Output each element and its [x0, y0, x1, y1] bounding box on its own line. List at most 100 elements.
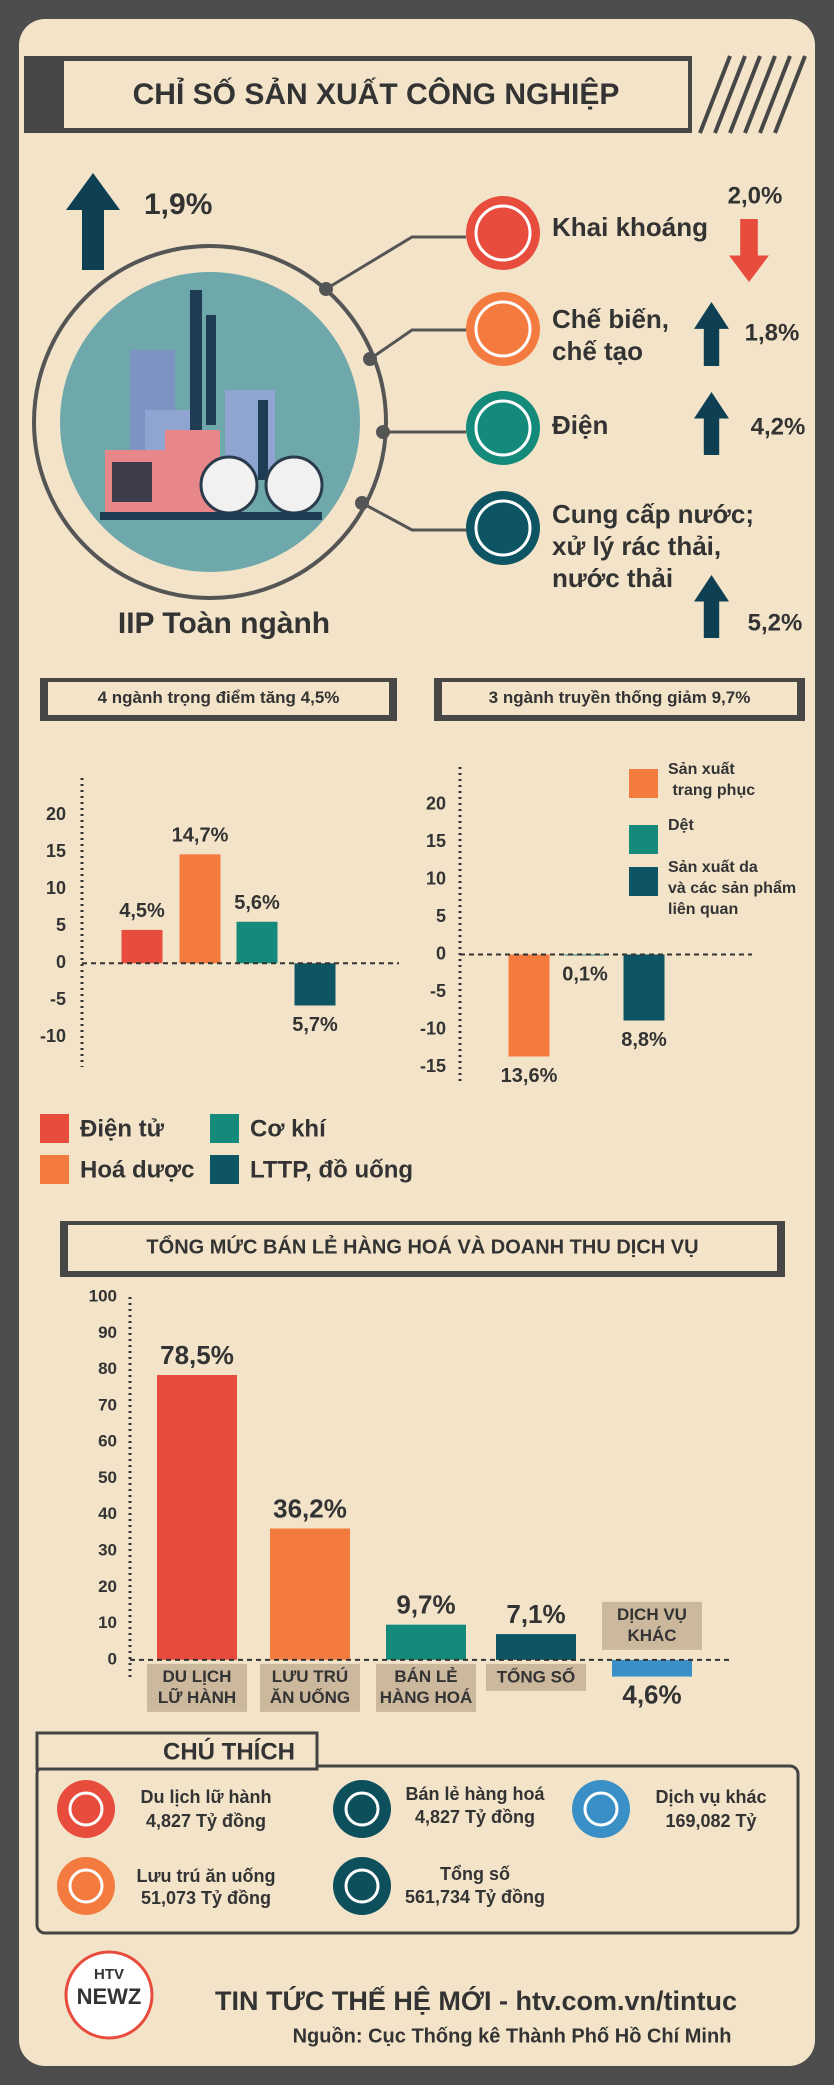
text-line: nước thải	[552, 563, 673, 593]
y-tick-label: 0	[56, 952, 66, 972]
value-label: 5,6%	[234, 892, 280, 914]
sector-change: 5,2%	[748, 609, 803, 636]
note-amount: 4,827 Tỷ đồng	[415, 1807, 535, 1827]
sector-name: Khai khoáng	[552, 212, 708, 242]
bar	[508, 954, 550, 1057]
value-label: 78,5%	[160, 1340, 234, 1370]
y-tick-label: 5	[56, 915, 66, 935]
sector-icon-ring	[474, 204, 532, 262]
header-box	[64, 61, 688, 128]
value-label: 5,7%	[292, 1014, 338, 1036]
y-tick-label: 20	[426, 793, 446, 813]
sector-name: Chế biến, chế tạo	[552, 304, 669, 366]
bar	[236, 921, 278, 964]
title: CHỈ SỐ SẢN XUẤT CÔNG NGHIỆP	[133, 77, 620, 111]
bar	[179, 854, 221, 964]
text-line: và các sản phẩm	[668, 879, 796, 897]
bar	[294, 963, 336, 1006]
chart-title: 3 ngành truyền thống giảm 9,7%	[489, 688, 751, 707]
text-line: LỮ HÀNH	[158, 1687, 236, 1707]
legend-swatch	[40, 1114, 69, 1143]
sector-icon-ring	[474, 499, 532, 557]
connector-dots	[319, 282, 390, 510]
note-amount: 561,734 Tỷ đồng	[405, 1887, 545, 1907]
bar	[623, 954, 665, 1021]
legend-label: Điện tử	[80, 1115, 165, 1142]
chart-title: TỔNG MỨC BÁN LẺ HÀNG HOÁ VÀ DOANH THU DỊ…	[146, 1234, 698, 1258]
sector-icon-ring	[474, 399, 532, 457]
header-hatch	[698, 55, 807, 134]
value-label: 13,6%	[501, 1065, 558, 1087]
category-box	[486, 1663, 586, 1691]
legend-swatch	[629, 825, 658, 854]
notes-title: CHÚ THÍCH	[163, 1737, 295, 1765]
chart-title-box	[48, 682, 389, 715]
note-amount: 169,082 Tỷ	[665, 1811, 756, 1831]
y-tick-label: 15	[46, 841, 66, 861]
y-tick-label: 70	[98, 1395, 117, 1414]
text-line: xử lý rác thải,	[552, 531, 721, 561]
text-line: Cung cấp nước;	[552, 499, 754, 529]
logo	[64, 1950, 154, 2040]
y-tick-label: 10	[46, 878, 66, 898]
legend-swatch	[629, 867, 658, 896]
text-line: liên quan	[668, 901, 738, 918]
legend-swatch	[210, 1114, 239, 1143]
legend-label: Sản xuất da và các sản phẩm liên quan	[668, 859, 796, 918]
text-line: DỊCH VỤ	[617, 1605, 687, 1624]
y-tick-label: -10	[40, 1026, 66, 1046]
arrow-up	[694, 302, 729, 366]
note-name: Tổng số	[440, 1864, 510, 1884]
note-amount: 51,073 Tỷ đồng	[141, 1888, 271, 1908]
y-tick-label: -5	[50, 989, 66, 1009]
source: Nguồn: Cục Thống kê Thành Phố Hồ Chí Min…	[293, 2025, 732, 2047]
note-amount: 4,827 Tỷ đồng	[146, 1811, 266, 1831]
y-tick-label: 20	[98, 1577, 117, 1596]
chart-title-box	[68, 1225, 777, 1271]
category-box	[260, 1663, 360, 1712]
y-tick-label: -15	[420, 1056, 446, 1076]
text-line: trang phục	[668, 782, 755, 799]
notes-box	[35, 1764, 800, 1935]
sector-change: 4,2%	[751, 413, 806, 440]
bar	[386, 1624, 466, 1660]
bar	[564, 954, 606, 956]
bar	[496, 1634, 576, 1660]
y-tick-label: -10	[420, 1018, 446, 1038]
iip-label: IIP Toàn ngành	[118, 607, 330, 640]
text-line: KHÁC	[627, 1626, 676, 1645]
text-line: Sản xuất da	[668, 859, 758, 876]
note-name: Du lịch lữ hành	[140, 1787, 271, 1807]
text-line: HÀNG HOÁ	[380, 1688, 473, 1707]
y-tick-label: 60	[98, 1432, 117, 1451]
legend-label: Hoá dược	[80, 1156, 194, 1183]
bar	[270, 1528, 350, 1660]
y-tick-label: 0	[108, 1649, 117, 1668]
value-label: 4,5%	[119, 900, 165, 922]
category-label: DU LỊCH LỮ HÀNH	[158, 1667, 236, 1707]
y-tick-label: 15	[426, 831, 446, 851]
value-label: 9,7%	[396, 1590, 455, 1620]
value-label: 7,1%	[506, 1599, 565, 1629]
category-box	[602, 1601, 702, 1650]
legend-swatch	[629, 769, 658, 798]
y-tick-label: 10	[426, 868, 446, 888]
y-tick-label: 90	[98, 1323, 117, 1342]
note-name: Bán lẻ hàng hoá	[405, 1784, 545, 1804]
logo-main: NEWZ	[77, 1984, 142, 2009]
legend-swatch	[40, 1155, 69, 1184]
value-label: 36,2%	[273, 1493, 347, 1523]
note-icon-inner	[344, 1791, 380, 1827]
slogan: TIN TỨC THẾ HỆ MỚI - htv.com.vn/tintuc	[215, 1985, 737, 2016]
note-icon-inner	[68, 1791, 104, 1827]
y-tick-label: -5	[430, 981, 446, 1001]
text-line: Sản xuất	[668, 761, 735, 778]
y-tick-label: 80	[98, 1359, 117, 1378]
note-icon-inner	[583, 1791, 619, 1827]
note-icon	[572, 1780, 630, 1838]
y-tick-label: 40	[98, 1504, 117, 1523]
arrow-up	[694, 575, 729, 638]
connectors	[325, 235, 466, 532]
